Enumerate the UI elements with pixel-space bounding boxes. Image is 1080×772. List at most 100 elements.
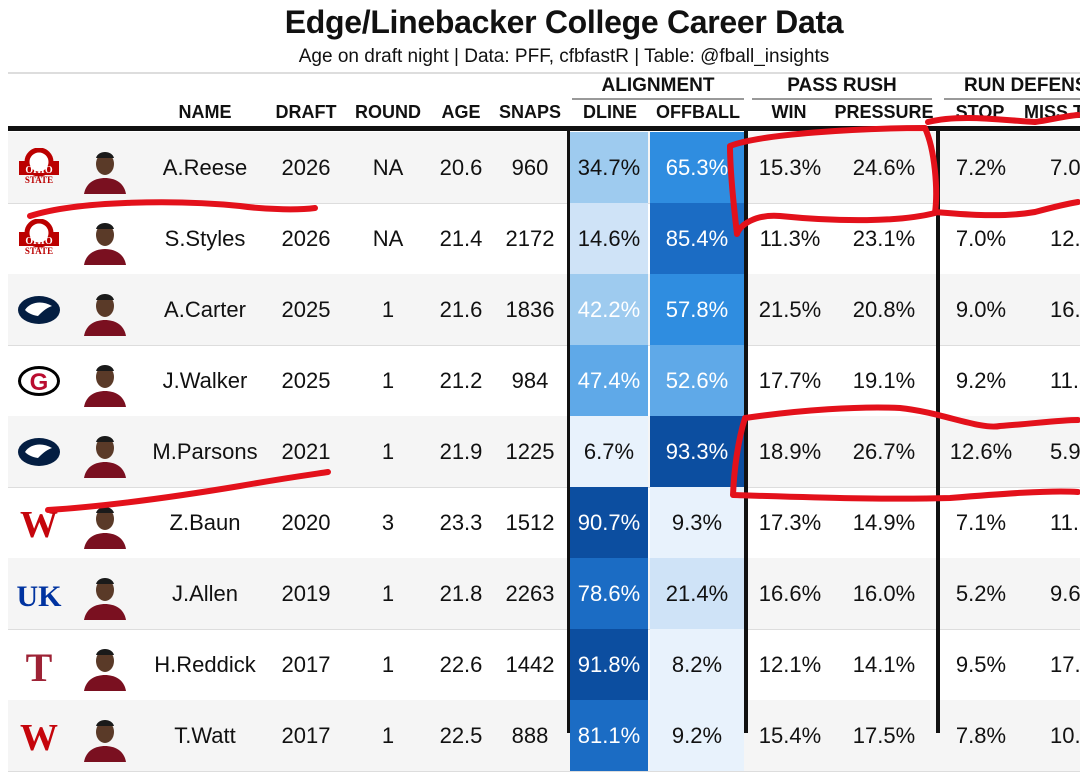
draft-round: 1: [381, 368, 395, 393]
snaps-value: 960: [511, 155, 549, 180]
dline-value: 90.7%: [570, 487, 648, 558]
offball-value: 85.4%: [650, 203, 744, 274]
snaps-value: 984: [511, 368, 549, 393]
age-value: 21.8: [439, 581, 483, 606]
table-row[interactable]: W Z.Baun 2020 3 23.3 1512 90.7% 9.3% 17.3% 14.9% 7…: [8, 487, 1080, 559]
draft-round: 1: [381, 581, 395, 606]
dline-value: 47.4%: [570, 345, 648, 416]
player-name: A.Reese: [162, 155, 248, 180]
player-photo-icon: [78, 712, 132, 762]
offball-value: 93.3%: [650, 416, 744, 487]
miss-value: 12.1%: [1050, 226, 1080, 251]
pressure-value: 26.7%: [852, 439, 916, 464]
snaps-value: 1225: [505, 439, 555, 464]
age-value: 21.2: [439, 368, 483, 393]
stop-value: 12.6%: [949, 439, 1013, 464]
col-header-miss[interactable]: MISS T: [1024, 102, 1080, 122]
miss-value: 7.0%: [1050, 155, 1080, 180]
svg-text:UK: UK: [17, 580, 63, 613]
offball-value: 57.8%: [650, 274, 744, 345]
col-header-pressure[interactable]: PRESSURE: [834, 102, 934, 122]
col-header-name[interactable]: NAME: [178, 102, 232, 122]
draft-year: 2026: [281, 155, 331, 180]
col-header-snaps[interactable]: SNAPS: [498, 102, 561, 122]
age-value: 23.3: [439, 510, 483, 535]
group-pass-rush: PASS RUSH: [787, 75, 897, 96]
col-header-round[interactable]: ROUND: [355, 102, 421, 122]
age-value: 20.6: [439, 155, 483, 180]
win-value: 11.3%: [759, 226, 821, 251]
table-row[interactable]: A.Carter 2025 1 21.6 1836 42.2% 57.8% 21.5% 20.8…: [8, 274, 1080, 346]
draft-round: 1: [381, 723, 395, 748]
age-value: 21.6: [439, 297, 483, 322]
player-name: S.Styles: [164, 226, 246, 251]
col-header-dline[interactable]: DLINE: [583, 102, 637, 122]
pressure-value: 14.9%: [852, 510, 916, 535]
page-subtitle: Age on draft night | Data: PFF, cfbfastR…: [298, 46, 830, 67]
player-photo-icon: [78, 357, 132, 407]
group-alignment: ALIGNMENT: [601, 75, 715, 96]
win-value: 17.7%: [758, 368, 822, 393]
dline-value: 78.6%: [570, 558, 648, 629]
draft-year: 2021: [281, 439, 331, 464]
pressure-value: 24.6%: [852, 155, 916, 180]
table-row[interactable]: W T.Watt 2017 1 22.5 888 81.1% 9.2% 15.4% 17.5% 7.…: [8, 700, 1080, 772]
player-photo-icon: [78, 570, 132, 620]
table-row[interactable]: G J.Walker 2025 1 21.2 984 47.4% 52.6% 17.7% 19.1…: [8, 345, 1080, 417]
draft-year: 2017: [281, 652, 331, 677]
player-name: M.Parsons: [152, 439, 258, 464]
pressure-value: 20.8%: [852, 297, 916, 322]
player-name: J.Walker: [162, 368, 248, 393]
player-photo-icon: [78, 286, 132, 336]
offball-value: 8.2%: [650, 629, 744, 700]
win-value: 12.1%: [758, 652, 822, 677]
draft-year: 2025: [281, 368, 331, 393]
group-alignment-line: [572, 98, 744, 100]
dline-value: 34.7%: [570, 132, 648, 203]
alignment-right-rule: [744, 128, 748, 733]
pressure-value: 17.5%: [852, 723, 916, 748]
table-row[interactable]: M.Parsons 2021 1 21.9 1225 6.7% 93.3% 18.9% 26.7…: [8, 416, 1080, 488]
kentucky-logo-icon: UK: [16, 574, 63, 614]
player-name: J.Allen: [171, 581, 239, 606]
stop-value: 5.2%: [955, 581, 1007, 606]
col-header-age[interactable]: AGE: [441, 102, 481, 122]
pressure-value: 14.1%: [852, 652, 916, 677]
offball-value: 9.2%: [650, 700, 744, 771]
col-header-offball[interactable]: OFFBALL: [656, 102, 740, 122]
col-header-stop[interactable]: STOP: [955, 102, 1005, 122]
win-value: 15.4%: [758, 723, 822, 748]
snaps-value: 1442: [505, 652, 555, 677]
miss-value: 11.8%: [1050, 510, 1080, 535]
miss-value: 11.3%: [1050, 368, 1080, 393]
win-value: 17.3%: [758, 510, 822, 535]
player-photo-icon: [78, 428, 132, 478]
stop-value: 9.0%: [955, 297, 1007, 322]
dline-value: 42.2%: [570, 274, 648, 345]
age-value: 21.4: [439, 226, 483, 251]
wisconsin-logo-icon: W: [16, 716, 62, 759]
draft-year: 2025: [281, 297, 331, 322]
col-header-win[interactable]: WIN: [771, 102, 807, 122]
draft-round: NA: [372, 226, 404, 251]
dline-value: 6.7%: [570, 416, 648, 487]
player-photo-icon: [78, 144, 132, 194]
draft-year: 2026: [281, 226, 331, 251]
table-row[interactable]: OHIO STATE A.Reese 2026 NA 20.6 960 34.7% 65.3% 1…: [8, 132, 1080, 204]
group-run-defense-line: [944, 98, 1080, 100]
win-value: 15.3%: [758, 155, 822, 180]
wisconsin-logo-icon: W: [16, 503, 62, 546]
passrush-right-rule: [936, 128, 940, 733]
ohio-state-logo-icon: OHIO STATE: [16, 218, 62, 259]
snaps-value: 1836: [505, 297, 555, 322]
table-row[interactable]: OHIO STATE S.Styles 2026 NA 21.4 2172 14.6% 85.4…: [8, 203, 1080, 275]
table-row[interactable]: UK J.Allen 2019 1 21.8 2263 78.6% 21.4% 16.6% 16.…: [8, 558, 1080, 630]
snaps-value: 2172: [505, 226, 555, 251]
col-header-draft[interactable]: DRAFT: [275, 102, 337, 122]
pressure-value: 16.0%: [852, 581, 916, 606]
svg-text:T: T: [26, 645, 53, 685]
pressure-value: 23.1%: [852, 226, 916, 251]
table-row[interactable]: T H.Reddick 2017 1 22.6 1442 91.8% 8.2% 12.1% 14.…: [8, 629, 1080, 701]
draft-year: 2019: [281, 581, 331, 606]
draft-year: 2017: [281, 723, 331, 748]
